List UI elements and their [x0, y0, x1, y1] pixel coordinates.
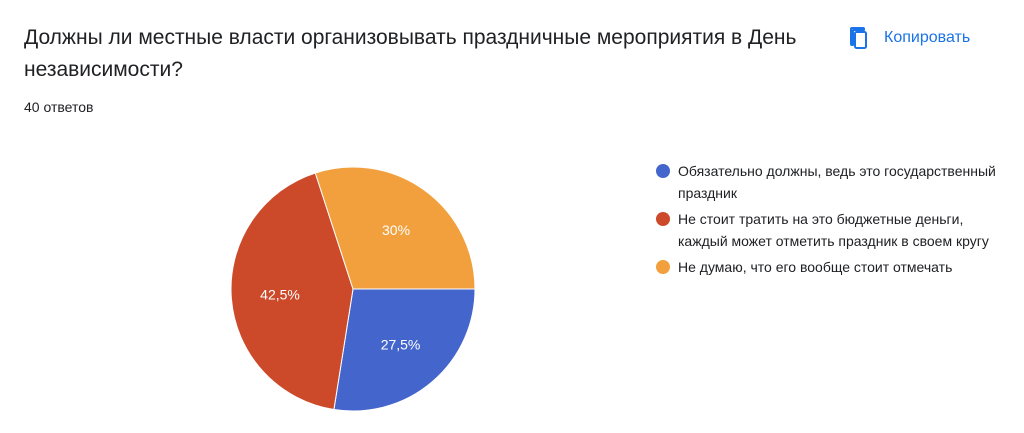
- copy-button[interactable]: Копировать: [846, 20, 970, 56]
- pie-slice-label: 27,5%: [381, 337, 421, 353]
- copy-button-label: Копировать: [884, 29, 971, 46]
- legend-label: Обязательно должны, ведь это государстве…: [678, 163, 996, 201]
- pie-slice[interactable]: [333, 288, 476, 412]
- legend-swatch: [656, 164, 670, 178]
- pie-slice[interactable]: [230, 172, 354, 411]
- chart-legend: Обязательно должны, ведь это государстве…: [656, 160, 996, 282]
- legend-item: Обязательно должны, ведь это государстве…: [656, 160, 996, 204]
- response-count: 40 ответов: [24, 99, 94, 115]
- legend-label: Не думаю, что его вообще стоит отмечать: [678, 259, 953, 275]
- copy-icon: [846, 26, 870, 50]
- pie-slice-label: 30%: [382, 222, 410, 238]
- question-title: Должны ли местные власти организовывать …: [24, 26, 797, 81]
- pie-slice[interactable]: [314, 166, 476, 290]
- legend-item: Не стоит тратить на это бюджетные деньги…: [656, 208, 996, 252]
- legend-swatch: [656, 260, 670, 274]
- legend-item: Не думаю, что его вообще стоит отмечать: [656, 256, 996, 278]
- pie-slice-label: 42,5%: [260, 287, 300, 303]
- legend-label: Не стоит тратить на это бюджетные деньги…: [678, 211, 989, 249]
- legend-swatch: [656, 212, 670, 226]
